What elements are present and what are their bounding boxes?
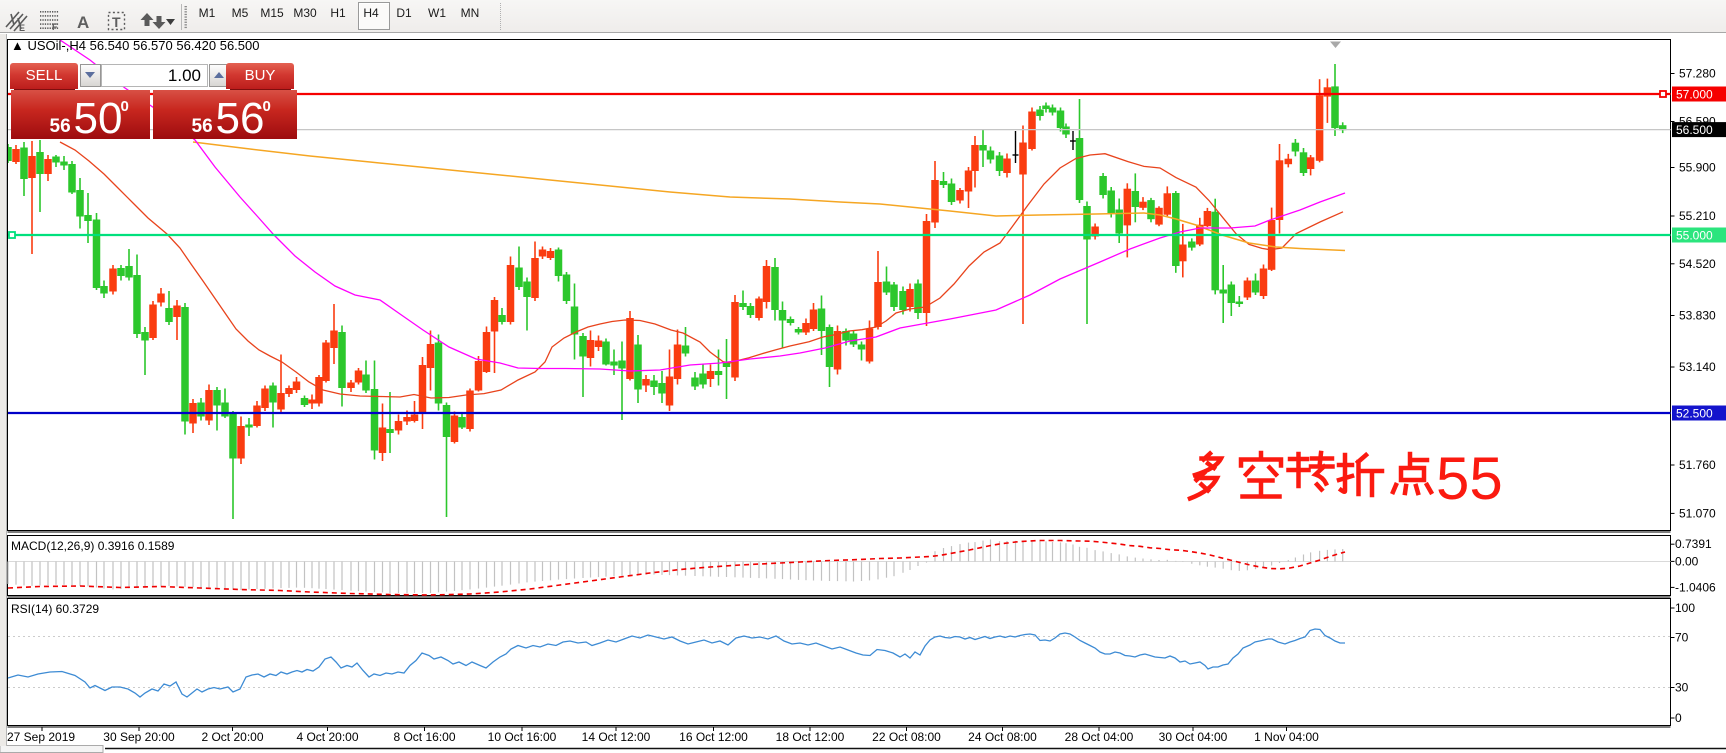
svg-text:70: 70 [1675, 631, 1689, 645]
svg-text:30: 30 [1675, 681, 1689, 695]
svg-text:24 Oct 08:00: 24 Oct 08:00 [968, 730, 1037, 744]
svg-text:100: 100 [1675, 601, 1695, 615]
svg-text:56.500: 56.500 [1676, 123, 1713, 137]
svg-text:55.000: 55.000 [1676, 229, 1713, 243]
svg-text:57.000: 57.000 [1676, 88, 1713, 102]
svg-text:▲ USOil-,H4 56.540 56.570 56.: ▲ USOil-,H4 56.540 56.570 56.420 56.500 [11, 38, 259, 53]
svg-text:E: E [19, 23, 25, 33]
svg-text:T: T [112, 14, 121, 30]
svg-text:2 Oct 20:00: 2 Oct 20:00 [201, 730, 263, 744]
svg-text:MACD(12,26,9) 0.3916 0.1589: MACD(12,26,9) 0.3916 0.1589 [11, 539, 175, 553]
svg-text:0.00: 0.00 [1675, 554, 1699, 568]
svg-text:55.210: 55.210 [1679, 209, 1716, 223]
svg-text:54.520: 54.520 [1679, 257, 1716, 271]
svg-text:18 Oct 12:00: 18 Oct 12:00 [776, 730, 845, 744]
svg-text:-1.0406: -1.0406 [1675, 580, 1716, 594]
svg-text:30 Oct 04:00: 30 Oct 04:00 [1159, 730, 1228, 744]
svg-text:10 Oct 16:00: 10 Oct 16:00 [488, 730, 557, 744]
svg-text:RSI(14) 60.3729: RSI(14) 60.3729 [11, 602, 99, 616]
svg-text:14 Oct 12:00: 14 Oct 12:00 [582, 730, 651, 744]
svg-text:22 Oct 08:00: 22 Oct 08:00 [872, 730, 941, 744]
svg-text:53.830: 53.830 [1679, 309, 1716, 323]
svg-text:55: 55 [1436, 445, 1503, 512]
svg-text:53.140: 53.140 [1679, 360, 1716, 374]
svg-text:16 Oct 12:00: 16 Oct 12:00 [679, 730, 748, 744]
svg-text:30 Sep 20:00: 30 Sep 20:00 [103, 730, 175, 744]
svg-text:55.900: 55.900 [1679, 161, 1716, 175]
svg-text:51.760: 51.760 [1679, 458, 1716, 472]
svg-text:52.500: 52.500 [1676, 407, 1713, 421]
svg-text:8 Oct 16:00: 8 Oct 16:00 [393, 730, 455, 744]
svg-text:0: 0 [1675, 711, 1682, 725]
svg-text:4 Oct 20:00: 4 Oct 20:00 [296, 730, 358, 744]
svg-text:27 Sep 2019: 27 Sep 2019 [7, 730, 75, 744]
svg-text:57.280: 57.280 [1679, 67, 1716, 81]
svg-text:1 Nov 04:00: 1 Nov 04:00 [1254, 730, 1319, 744]
svg-text:A: A [77, 13, 89, 32]
svg-text:51.070: 51.070 [1679, 506, 1716, 520]
svg-text:0.7391: 0.7391 [1675, 537, 1712, 551]
svg-text:F: F [52, 22, 58, 32]
svg-text:28 Oct 04:00: 28 Oct 04:00 [1065, 730, 1134, 744]
